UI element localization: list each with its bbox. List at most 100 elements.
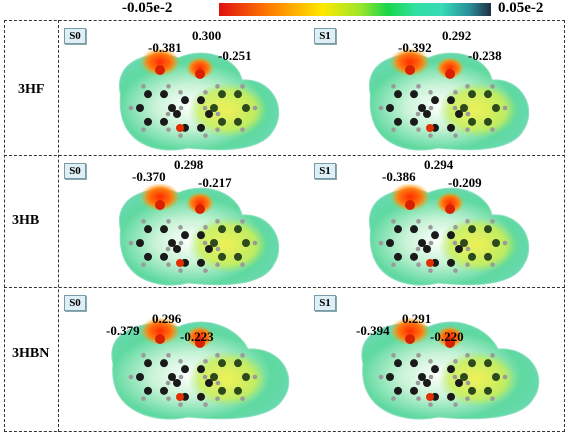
oxygen-atom [176, 393, 184, 401]
carbon-atom [394, 117, 402, 126]
hydrogen-atom [141, 127, 146, 132]
oxygen-atom [195, 204, 205, 214]
hydrogen-atom [240, 219, 245, 224]
state-label-s0: S0 [64, 28, 86, 44]
negative-potential-region [390, 48, 430, 76]
carbon-atom [394, 225, 402, 234]
carbon-atom [144, 117, 152, 126]
carbon-atom [410, 252, 418, 261]
oxygen-atom [405, 65, 415, 75]
figure-grid [4, 20, 565, 432]
hydrogen-atom [428, 268, 433, 273]
hydrogen-atom [415, 246, 421, 252]
hydrogen-atom [378, 374, 384, 380]
hydrogen-atom [203, 402, 208, 407]
carbon-atom [423, 110, 431, 118]
hydrogen-atom [178, 374, 184, 380]
carbon-atom [144, 90, 152, 99]
color-scale-gradient-bar [219, 3, 491, 16]
carbon-atom [418, 373, 426, 381]
hydrogen-atom [453, 268, 458, 273]
hydrogen-atom [416, 219, 421, 224]
carbon-atom [197, 258, 205, 267]
hydrogen-atom [141, 219, 146, 224]
hydrogen-atom [391, 262, 396, 267]
negative-potential-region [186, 192, 214, 214]
hydrogen-atom [165, 111, 171, 117]
state-label-s1: S1 [314, 28, 336, 44]
carbon-atom [181, 231, 189, 240]
carbon-atom [234, 386, 242, 395]
hydrogen-atom [428, 374, 434, 380]
neutral-region [188, 351, 268, 407]
neutral-region [188, 82, 268, 138]
oxygen-atom [195, 69, 205, 79]
hydrogen-atom [453, 225, 458, 230]
hydrogen-atom [203, 133, 208, 138]
carbon-atom [160, 90, 168, 99]
carbon-atom [144, 252, 152, 261]
hydrogen-atom [465, 262, 470, 267]
hydrogen-atom [490, 84, 495, 89]
hydrogen-atom [378, 240, 384, 246]
carbon-atom [144, 359, 152, 368]
atomic-charge-label: 0.294 [424, 157, 454, 172]
hydrogen-atom [428, 402, 433, 407]
hydrogen-atom [202, 105, 208, 111]
hydrogen-atom [428, 240, 434, 246]
hydrogen-atom [252, 374, 258, 380]
esp-surface-map [118, 48, 280, 151]
hydrogen-atom [465, 219, 470, 224]
hydrogen-atom [465, 353, 470, 358]
negative-potential-region [436, 192, 464, 214]
hydrogen-atom [490, 127, 495, 132]
hydrogen-atom [166, 262, 171, 267]
carbon-atom [197, 96, 205, 105]
carbon-atom [197, 123, 205, 132]
neutral-region [438, 351, 518, 407]
carbon-atom [410, 90, 418, 99]
hydrogen-atom [178, 402, 183, 407]
carbon-atom [173, 379, 181, 387]
hydrogen-atom [128, 105, 134, 111]
hydrogen-atom [178, 105, 184, 111]
hydrogen-atom [502, 374, 508, 380]
oxygen-atom [405, 200, 415, 210]
carbon-atom [484, 117, 492, 126]
carbon-atom [136, 104, 144, 112]
state-label-s1: S1 [314, 163, 336, 179]
negative-potential-region [390, 183, 430, 211]
carbon-atom [460, 373, 468, 381]
hydrogen-atom [391, 219, 396, 224]
hydrogen-atom [141, 84, 146, 89]
hydrogen-atom [215, 111, 221, 117]
hydrogen-atom [166, 219, 171, 224]
carbon-atom [210, 373, 218, 381]
carbon-atom [234, 90, 242, 99]
hydrogen-atom [240, 262, 245, 267]
carbon-atom [455, 110, 463, 118]
atomic-charge-label: 0.291 [402, 311, 432, 326]
hydrogen-atom [490, 262, 495, 267]
carbon-atom [234, 359, 242, 368]
esp-panel-3hf-s1: S1 -0.392 0.292 -0.238 [310, 22, 560, 154]
oxygen-atom [445, 69, 455, 79]
carbon-atom [410, 117, 418, 126]
neutral-region [188, 217, 268, 273]
carbon-atom [181, 365, 189, 374]
carbon-atom [160, 359, 168, 368]
carbon-atom [468, 225, 476, 234]
neutral-region [438, 82, 518, 138]
hydrogen-atom [453, 359, 458, 364]
hydrogen-atom [178, 240, 184, 246]
color-scale: -0.05e-2 0.05e-2 [0, 0, 569, 18]
hydrogen-atom [202, 374, 208, 380]
hydrogen-atom [416, 353, 421, 358]
hydrogen-atom [215, 262, 220, 267]
carbon-atom [447, 365, 455, 374]
hydrogen-atom [391, 84, 396, 89]
hydrogen-atom [252, 105, 258, 111]
row-label-3hb: 3HB [12, 213, 40, 228]
atomic-charge-label: -0.394 [356, 323, 390, 338]
hydrogen-atom [141, 262, 146, 267]
